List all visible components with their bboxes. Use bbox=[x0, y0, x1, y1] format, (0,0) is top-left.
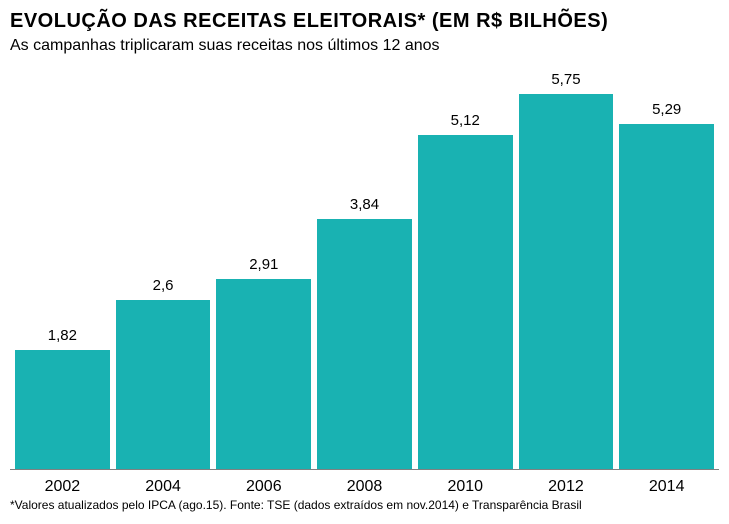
bar bbox=[216, 279, 311, 469]
bar-group: 3,84 bbox=[317, 65, 412, 469]
chart-subtitle: As campanhas triplicaram suas receitas n… bbox=[10, 37, 719, 55]
bar-group: 5,75 bbox=[519, 65, 614, 469]
bar-group: 1,82 bbox=[15, 65, 110, 469]
x-axis-label: 2014 bbox=[619, 478, 714, 496]
bar-value-label: 3,84 bbox=[350, 196, 379, 213]
bar bbox=[15, 350, 110, 469]
x-axis-label: 2008 bbox=[317, 478, 412, 496]
bar-group: 5,29 bbox=[619, 65, 714, 469]
x-axis-label: 2004 bbox=[116, 478, 211, 496]
bar-group: 2,6 bbox=[116, 65, 211, 469]
x-axis-label: 2006 bbox=[216, 478, 311, 496]
chart-area: 1,82 2,6 2,91 3,84 5,12 5,75 5,29 bbox=[10, 65, 719, 470]
chart-title: EVOLUÇÃO DAS RECEITAS ELEITORAIS* (EM R$… bbox=[10, 10, 719, 33]
bar-group: 2,91 bbox=[216, 65, 311, 469]
bar-value-label: 5,75 bbox=[551, 71, 580, 88]
bar-group: 5,12 bbox=[418, 65, 513, 469]
bars-container: 1,82 2,6 2,91 3,84 5,12 5,75 5,29 bbox=[10, 65, 719, 469]
bar bbox=[619, 124, 714, 469]
bar-value-label: 5,29 bbox=[652, 101, 681, 118]
chart-footnote: *Valores atualizados pelo IPCA (ago.15).… bbox=[10, 498, 719, 512]
bar-value-label: 1,82 bbox=[48, 327, 77, 344]
bar bbox=[317, 219, 412, 469]
x-axis-label: 2002 bbox=[15, 478, 110, 496]
x-axis: 2002 2004 2006 2008 2010 2012 2014 bbox=[10, 478, 719, 496]
x-axis-label: 2012 bbox=[519, 478, 614, 496]
bar-value-label: 5,12 bbox=[451, 112, 480, 129]
bar bbox=[519, 94, 614, 469]
bar bbox=[418, 135, 513, 469]
bar-value-label: 2,91 bbox=[249, 256, 278, 273]
bar bbox=[116, 300, 211, 469]
x-axis-label: 2010 bbox=[418, 478, 513, 496]
bar-value-label: 2,6 bbox=[153, 277, 174, 294]
